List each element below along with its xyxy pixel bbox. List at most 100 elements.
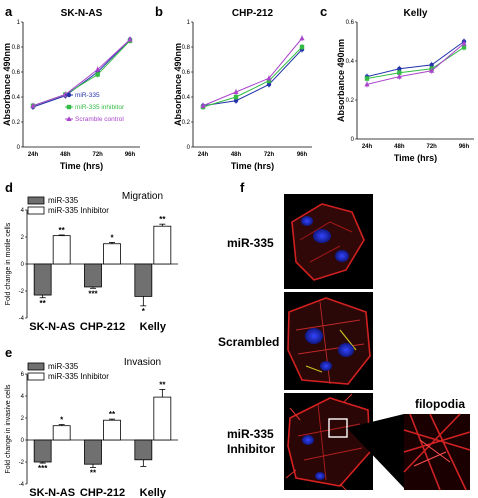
panel-label-a: a [5, 4, 13, 19]
category-label: SK-N-AS [29, 321, 75, 333]
data-point [364, 76, 370, 81]
panel-label-b: b [155, 4, 163, 19]
x-tick-label: 48h [231, 152, 242, 158]
y-tick-label: 0 [21, 438, 25, 444]
legend-label: miR-335 inhibitor [75, 104, 125, 111]
chart-title: Migration [122, 191, 163, 202]
significance-stars: *** [38, 464, 48, 473]
x-axis-title: Time (hrs) [231, 161, 274, 171]
legend-swatch [27, 372, 45, 381]
significance-stars: * [110, 233, 114, 242]
significance-stars: ** [90, 469, 97, 478]
y-tick-label: 0.4 [12, 95, 21, 101]
series-line [202, 37, 303, 107]
y-tick-label: 0 [17, 145, 21, 151]
data-point [299, 44, 305, 50]
data-point [397, 70, 402, 75]
panel-label-e: e [5, 345, 12, 360]
y-tick-label: 4 [21, 208, 25, 214]
y-axis-title: Fold change in invasive cells [5, 384, 12, 474]
y-axis-title: Absorbance 490nm [336, 39, 346, 122]
data-point [233, 94, 239, 100]
bar [153, 225, 172, 265]
y-tick-label: 0.8 [182, 45, 191, 51]
micrograph-label-mir335: miR-335 [227, 236, 274, 250]
bar [33, 263, 52, 296]
data-point [233, 89, 239, 94]
x-tick-label: 72h [264, 152, 275, 158]
y-axis-title: Absorbance 490nm [173, 43, 183, 126]
series-line [202, 49, 303, 107]
x-tick-label: 24h [28, 152, 39, 158]
x-tick-label: 96h [125, 152, 136, 158]
chart-title: SK-N-AS [61, 8, 103, 19]
y-tick-label: 0.6 [346, 20, 355, 26]
y-tick-label: 1 [17, 20, 21, 26]
category-label: CHP-212 [80, 487, 125, 498]
legend-label: miR-335 [75, 92, 100, 99]
y-axis-title: Fold change in motile cells [5, 222, 12, 305]
y-axis-title: Absorbance 490nm [2, 43, 12, 126]
legend-label: miR-335 Inhibitor [48, 206, 109, 215]
y-tick-label: 0.6 [182, 70, 191, 76]
y-tick-label: -2 [19, 289, 25, 295]
category-label: SK-N-AS [29, 487, 75, 498]
bar [33, 439, 52, 463]
legend-swatch [27, 206, 45, 215]
data-point [461, 45, 467, 50]
bar [153, 396, 172, 441]
y-tick-label: 0.4 [182, 95, 191, 101]
y-tick-label: 0.4 [346, 59, 355, 65]
bar [52, 235, 71, 265]
chart-title: Kelly [404, 8, 428, 19]
category-label: CHP-212 [80, 321, 125, 333]
significance-stars: ** [159, 380, 166, 389]
filopodia-label: filopodia [415, 397, 465, 411]
series-line [32, 39, 131, 108]
y-tick-label: 0 [21, 262, 25, 268]
data-point [396, 73, 402, 79]
legend-label: miR-335 Inhibitor [48, 372, 109, 381]
x-tick-label: 48h [394, 144, 405, 150]
panel-label-f: f [240, 180, 245, 195]
data-point [95, 72, 100, 77]
x-tick-label: 24h [362, 144, 373, 150]
micrograph-label-scrambled: Scrambled [218, 335, 279, 349]
y-tick-label: 0.2 [182, 120, 191, 126]
data-point [397, 66, 402, 72]
data-point [30, 102, 36, 108]
chart-title: CHP-212 [232, 8, 274, 19]
legend-marker [66, 92, 72, 98]
x-tick-label: 96h [297, 152, 308, 158]
y-tick-label: -4 [19, 316, 25, 322]
y-tick-label: 1 [187, 20, 191, 26]
y-tick-label: 0.8 [12, 45, 21, 51]
panel-label-d: d [5, 180, 13, 195]
significance-stars: ** [40, 299, 47, 308]
y-tick-label: 2 [21, 235, 25, 241]
legend-marker [66, 104, 72, 110]
series-line [366, 43, 465, 85]
y-tick-label: 2 [21, 416, 25, 422]
y-tick-label: 0 [351, 137, 355, 143]
legend-label: miR-335 [48, 196, 79, 205]
zoom-wedge [347, 414, 404, 488]
legend-label: miR-335 [48, 362, 79, 371]
legend-marker [66, 116, 72, 121]
data-point [233, 98, 239, 103]
series-line [366, 41, 465, 78]
series-line [32, 39, 131, 107]
x-tick-label: 24h [198, 152, 209, 158]
significance-stars: * [142, 307, 146, 316]
micrograph-mir335-inhibitor [284, 393, 377, 491]
bar [103, 419, 121, 441]
y-tick-label: 0.6 [12, 70, 21, 76]
legend-swatch [27, 196, 45, 205]
data-point [429, 62, 434, 68]
data-point [266, 75, 272, 81]
line-chart-sk-n-as: SK-N-AS 0 0.2 0.4 0.6 0.8 1 24h 48h 72h 96h Time (h… [2, 8, 140, 171]
panel-label-c: c [320, 4, 327, 19]
bar [84, 263, 102, 288]
micrograph-panel: filopodia miR-335 Scrambled miR-335 Inhi… [218, 194, 471, 491]
x-tick-label: 96h [459, 144, 470, 150]
